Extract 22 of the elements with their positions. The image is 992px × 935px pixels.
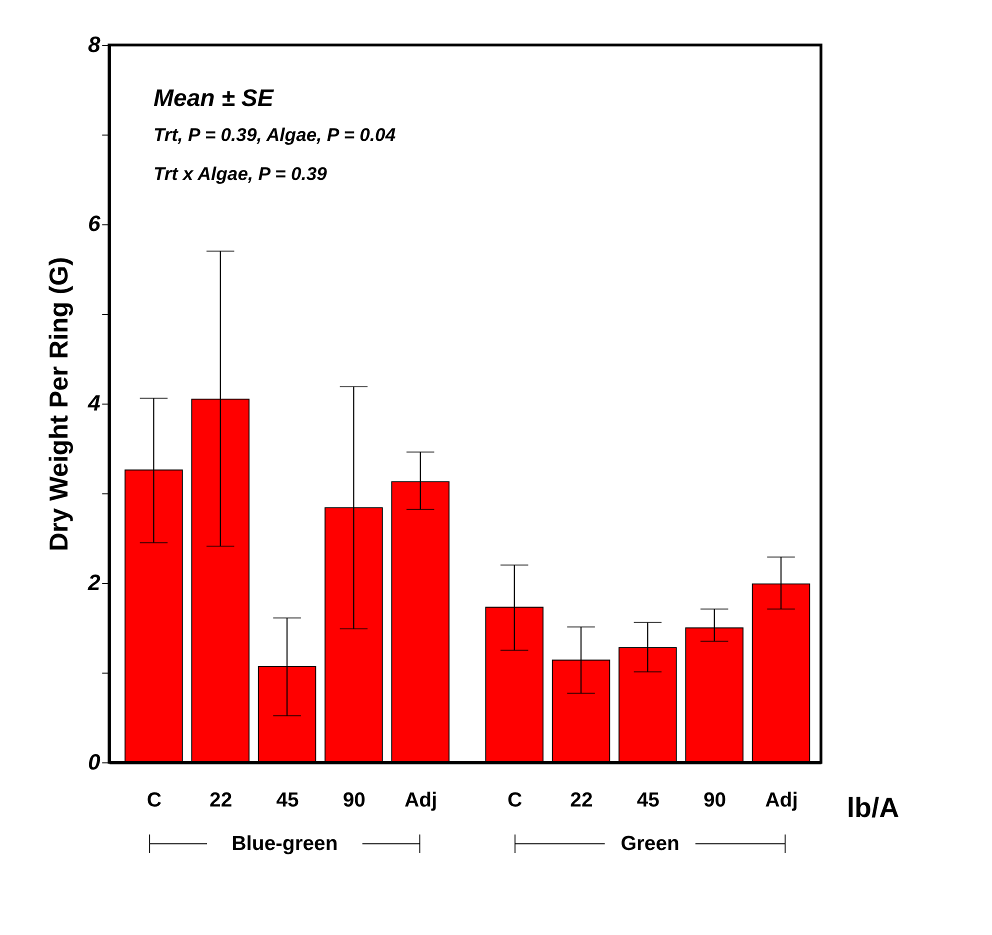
y-tick-label: 6 [88,211,101,236]
annotation: Trt x Algae, P = 0.39 [153,162,328,184]
x-tick-label: 90 [704,789,726,812]
x-tick-label: Adj [765,789,798,812]
x-tick-label: C [507,789,522,812]
y-tick-label: 2 [86,570,101,595]
x-tick-label: C [146,789,162,812]
x-tick-label: Adj [404,789,438,812]
y-axis-title: Dry Weight Per Ring (G) [46,257,74,552]
x-tick-label: 90 [342,789,366,812]
annotation: Mean ± SE [153,84,274,112]
annotation: Trt, P = 0.39, Algae, P = 0.04 [153,124,396,146]
x-tick-label: 22 [570,789,593,812]
x-tick-label: 22 [210,789,232,812]
y-tick-label: 8 [88,32,101,57]
x-axis-title: lb/A [846,792,900,823]
y-tick-label: 0 [88,749,101,774]
y-tick-label: 4 [86,390,100,416]
text: Blue-green [232,833,338,856]
x-tick-label: 45 [276,789,299,812]
x-tick-label: 45 [636,789,660,812]
text: Green [620,833,680,856]
